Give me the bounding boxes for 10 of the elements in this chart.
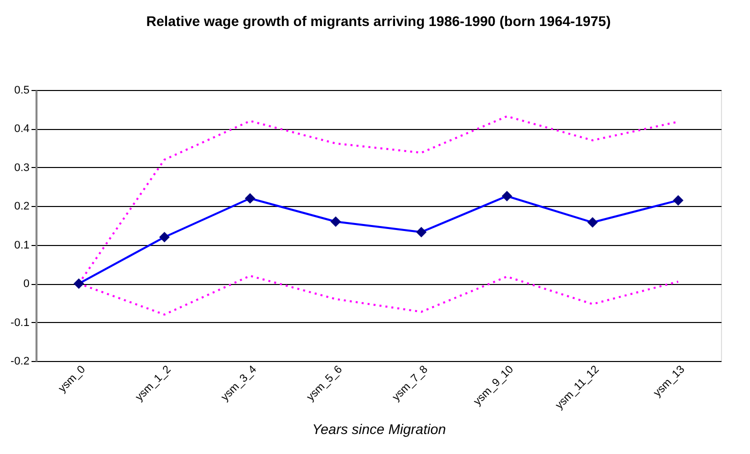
y-tick-label: 0 (23, 278, 30, 290)
y-tick-label: -0.2 (10, 356, 30, 368)
y-tick-label: -0.1 (10, 316, 30, 329)
chart-title: Relative wage growth of migrants arriving 1986-1990 (born 1964-1975) (146, 13, 611, 29)
y-tick-label: 0.5 (14, 84, 30, 96)
y-tick-label: 0.3 (14, 162, 30, 174)
x-axis-title: Years since Migration (312, 420, 446, 437)
y-tick-label: 0.4 (14, 123, 30, 136)
y-tick-label: 0.2 (14, 200, 30, 213)
y-tick-label: 0.1 (14, 239, 30, 252)
